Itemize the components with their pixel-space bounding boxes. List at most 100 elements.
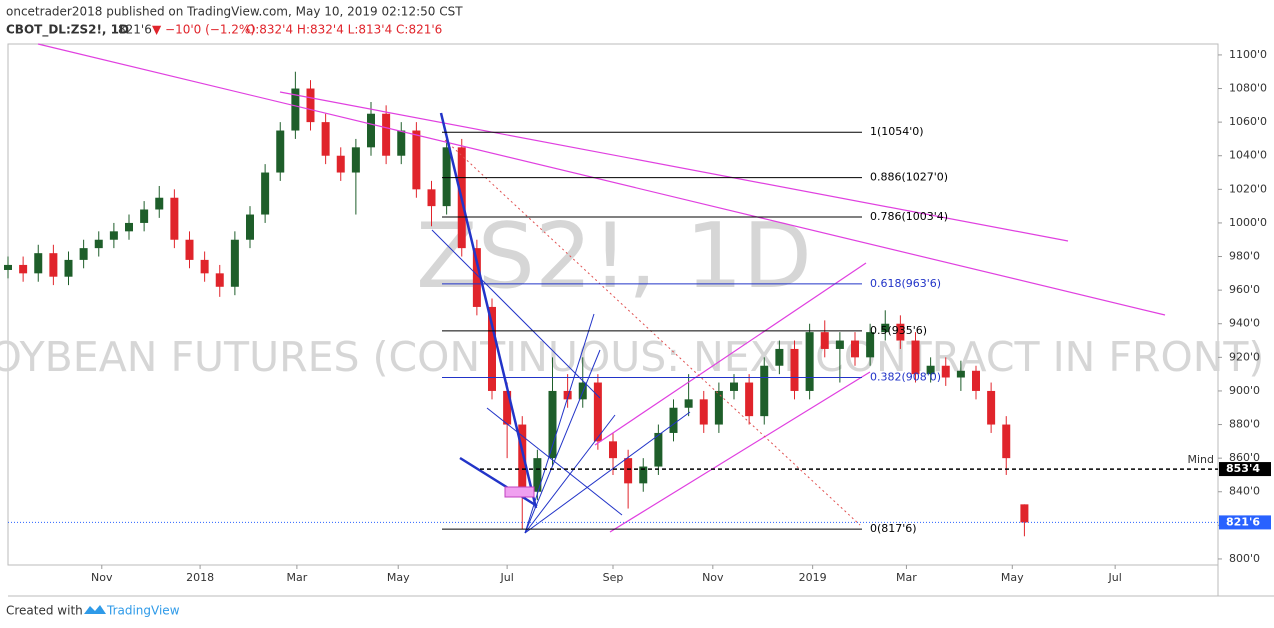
candle-body bbox=[775, 348, 784, 366]
fib-label: 0.886(1027'0) bbox=[870, 171, 948, 184]
fan-line bbox=[524, 349, 601, 534]
candle-body bbox=[215, 273, 224, 287]
candle-body bbox=[1002, 424, 1011, 459]
candle-body bbox=[488, 306, 496, 391]
candle-body bbox=[866, 332, 875, 358]
candle-body bbox=[200, 259, 209, 274]
fib-label: 0.786(1003'4) bbox=[870, 210, 948, 223]
candle-body bbox=[49, 253, 58, 277]
y-tick-label: 880'0 bbox=[1229, 418, 1260, 431]
candle-body bbox=[64, 259, 73, 277]
candle-body bbox=[851, 340, 859, 358]
fib-label: 0.5(935'6) bbox=[870, 324, 927, 337]
candle-body bbox=[639, 466, 648, 484]
y-tick-label: 1000'0 bbox=[1229, 216, 1267, 229]
y-tick-label: 1100'0 bbox=[1229, 48, 1267, 61]
candle-body bbox=[533, 458, 542, 492]
x-tick-label: Nov bbox=[91, 571, 113, 584]
x-tick-label: May bbox=[387, 571, 410, 584]
candle-body bbox=[881, 323, 890, 333]
footer-brand[interactable]: TradingView bbox=[106, 604, 180, 618]
candle-body bbox=[760, 365, 769, 417]
y-tick-label: 1080'0 bbox=[1229, 82, 1267, 95]
candle-body bbox=[654, 432, 663, 467]
candle-body bbox=[321, 122, 330, 156]
candle-body bbox=[472, 248, 481, 307]
footer-text: Created with bbox=[6, 604, 83, 618]
candle-body bbox=[684, 399, 693, 408]
candle-body bbox=[19, 264, 28, 274]
candle-body bbox=[972, 370, 980, 391]
candle-body bbox=[261, 172, 270, 215]
candle-body bbox=[246, 214, 254, 240]
candle-body bbox=[911, 340, 920, 375]
y-tick-label: 800'0 bbox=[1229, 552, 1260, 565]
candle-body bbox=[351, 147, 360, 173]
candle-body bbox=[382, 113, 391, 156]
change: ▼ −10'0 (−1.2%) bbox=[152, 23, 255, 37]
y-tick-label: 960'0 bbox=[1229, 283, 1260, 296]
logo bbox=[84, 605, 106, 614]
x-tick-label: May bbox=[1001, 571, 1024, 584]
price-tag bbox=[1219, 462, 1271, 477]
candle-body bbox=[609, 441, 617, 459]
candle-body bbox=[518, 424, 527, 492]
candle-body bbox=[34, 253, 43, 274]
watermark: SOYBEAN FUTURES (CONTINUOUS: NEXT CONTRA… bbox=[0, 333, 1264, 381]
y-tick-label: 900'0 bbox=[1229, 384, 1260, 397]
candle-body bbox=[624, 458, 633, 484]
watermark: ZS2!, 1D bbox=[416, 204, 812, 309]
candle-body bbox=[820, 332, 829, 349]
candle-body bbox=[140, 209, 149, 223]
candle-body bbox=[1020, 504, 1029, 523]
fib-label: 1(1054'0) bbox=[870, 125, 924, 138]
channel-line bbox=[609, 371, 871, 533]
blue-line bbox=[459, 456, 538, 508]
y-tick-label: 920'0 bbox=[1229, 350, 1260, 363]
fan-line bbox=[524, 313, 595, 534]
candle-body bbox=[926, 365, 935, 375]
candle-body bbox=[397, 130, 406, 156]
y-tick-label: 840'0 bbox=[1229, 485, 1260, 498]
candle-body bbox=[941, 365, 950, 378]
candle-body bbox=[548, 390, 557, 459]
x-tick-label: Sep bbox=[603, 571, 624, 584]
candle-body bbox=[563, 390, 572, 400]
publisher: oncetrader2018 published on TradingView.… bbox=[6, 5, 463, 19]
y-tick-label: 860'0 bbox=[1229, 451, 1260, 464]
candle-body bbox=[291, 88, 300, 131]
x-tick-label: 2018 bbox=[186, 571, 214, 584]
candle-body bbox=[94, 239, 103, 249]
candle-body bbox=[745, 382, 754, 417]
x-tick-label: Jul bbox=[499, 571, 513, 584]
fib-label: 0.618(963'6) bbox=[870, 277, 941, 290]
ohlc: O:832'4 H:832'4 L:813'4 C:821'6 bbox=[246, 23, 442, 37]
candle-body bbox=[805, 332, 814, 391]
last-price: 821'6 bbox=[118, 23, 152, 37]
candle-body bbox=[367, 113, 375, 148]
candle-body bbox=[125, 222, 133, 232]
trend-line bbox=[279, 91, 1069, 242]
symbol: CBOT_DL:ZS2!, 1D bbox=[6, 23, 129, 38]
candle-body bbox=[699, 399, 708, 425]
candle-body bbox=[230, 239, 239, 287]
candle-body bbox=[790, 348, 799, 391]
channel-line bbox=[594, 262, 867, 446]
candle-body bbox=[306, 88, 315, 123]
price-line-name: Mind bbox=[1187, 453, 1214, 466]
candle-body bbox=[956, 370, 965, 378]
candle-body bbox=[336, 155, 345, 173]
fan-line bbox=[524, 411, 691, 534]
candle-body bbox=[155, 197, 164, 210]
y-tick-label: 1020'0 bbox=[1229, 182, 1267, 195]
candle-body bbox=[4, 264, 12, 270]
y-tick-label: 1040'0 bbox=[1229, 149, 1267, 162]
candle-body bbox=[427, 189, 436, 207]
drawings bbox=[37, 43, 1166, 534]
candle-body bbox=[109, 231, 118, 240]
x-tick-label: Jul bbox=[1108, 571, 1122, 584]
x-tick-label: Mar bbox=[287, 571, 308, 584]
blue-line bbox=[431, 229, 601, 399]
